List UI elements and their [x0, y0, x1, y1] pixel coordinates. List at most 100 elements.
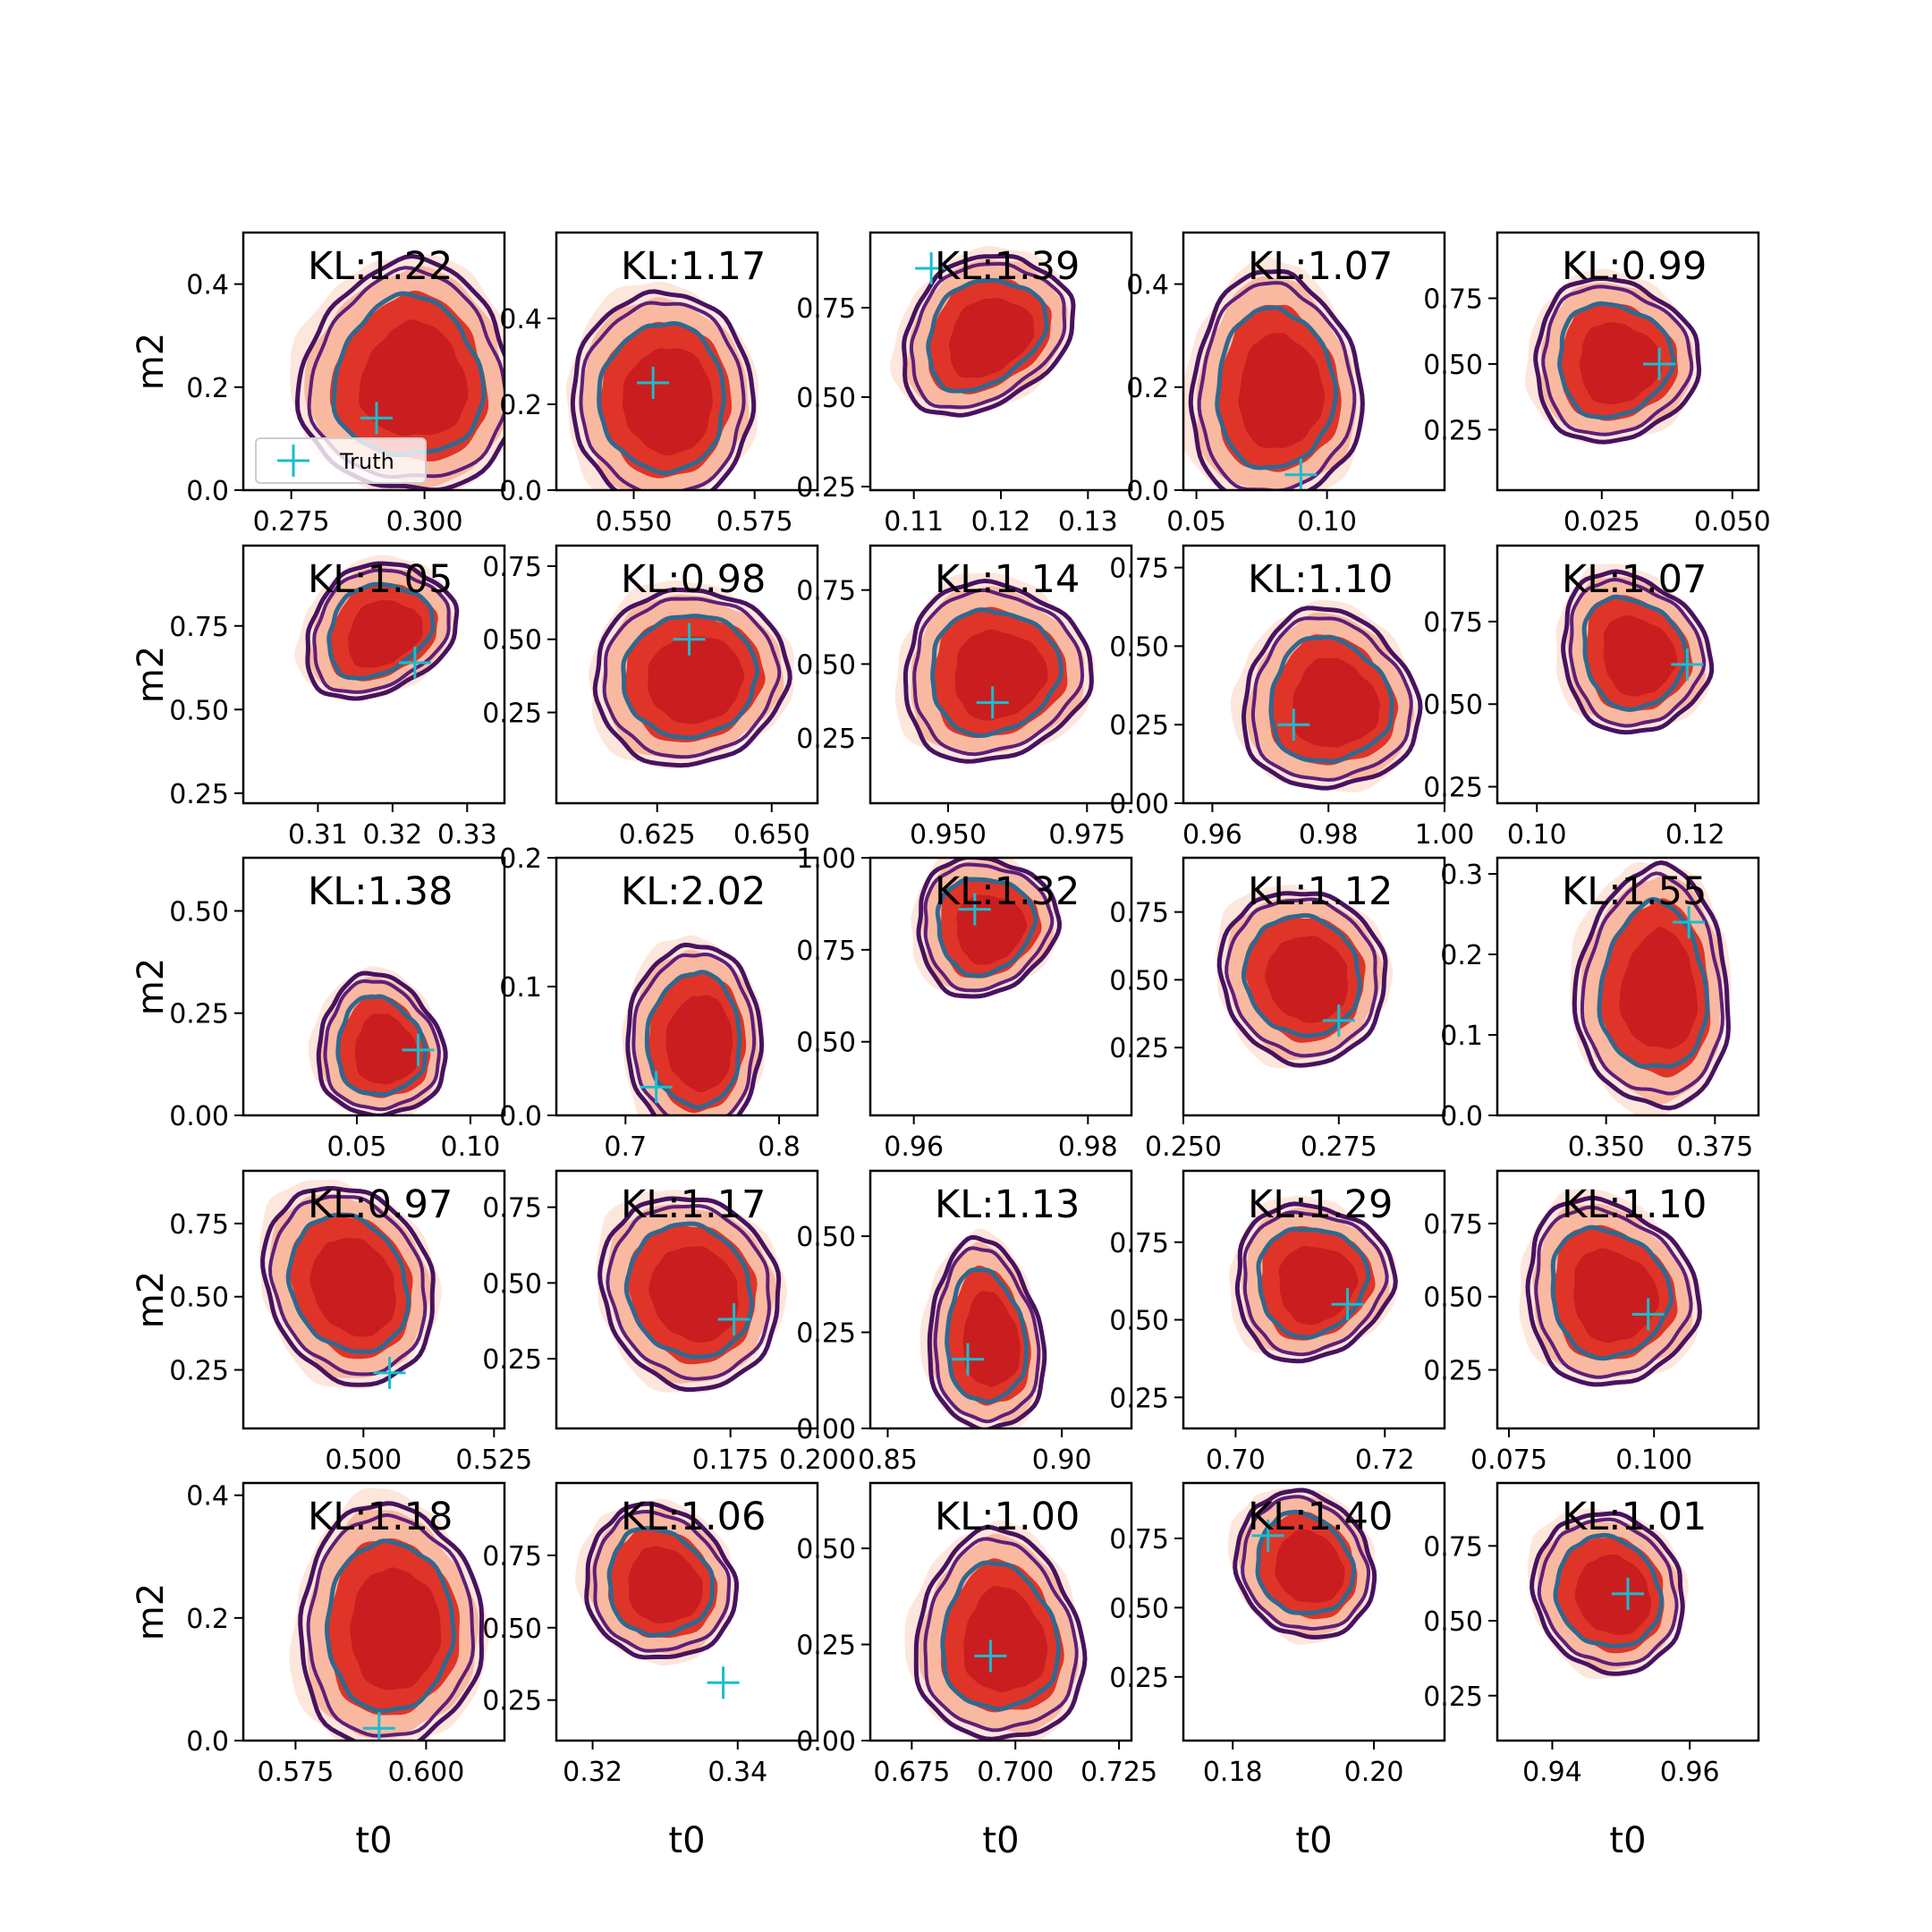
kl-annotation: KL:1.17	[621, 1182, 766, 1227]
contour-line-mid	[1241, 1495, 1370, 1631]
x-tick-label: 0.625	[619, 819, 696, 851]
contour-line-mid	[923, 862, 1055, 993]
contour-line-mid	[1537, 1517, 1679, 1666]
contour-line-outer	[1241, 606, 1423, 791]
contour-line-inner	[926, 277, 1049, 394]
kl-annotation: KL:1.40	[1248, 1495, 1393, 1539]
contour-area	[289, 1487, 490, 1741]
contour-area	[1555, 564, 1715, 735]
x-tick-label: 0.10	[1297, 506, 1357, 538]
kl-annotation: KL:1.22	[308, 244, 453, 289]
density-fill-core	[665, 995, 733, 1093]
contour-area	[1227, 1487, 1377, 1645]
y-tick-label: 0.25	[169, 1356, 229, 1387]
density-fill-core	[309, 1238, 396, 1337]
y-tick-label: 0.2	[186, 373, 229, 404]
kl-annotation: KL:1.07	[1562, 557, 1707, 602]
kl-annotation: KL:1.55	[1562, 869, 1707, 914]
contour-line-outer	[902, 253, 1076, 418]
contour-area	[1527, 1508, 1689, 1680]
contour-line-outer	[913, 1524, 1088, 1741]
contour-line-inner	[1255, 1509, 1357, 1615]
y-tick-label: 0.50	[1423, 1606, 1483, 1638]
y-tick-label: 0.75	[482, 1193, 542, 1224]
y-tick-label: 0.75	[1423, 607, 1483, 639]
axes-frame	[1496, 1169, 1760, 1430]
contour-line-outer	[1233, 1487, 1377, 1640]
y-tick-label: 0.25	[1109, 1663, 1169, 1694]
x-tick-label: 0.10	[441, 1131, 501, 1163]
contour-line-inner	[1268, 634, 1394, 764]
truth-marker	[402, 1033, 435, 1066]
panel-3: 0.11 0.12 0.13 0.25 0.50 0.75 KL:1.39	[796, 231, 1133, 538]
x-tick-label: 0.525	[455, 1445, 532, 1476]
truth-marker	[362, 1712, 395, 1741]
contour-line-inner	[1215, 305, 1339, 470]
contour-line-outer	[1572, 860, 1731, 1111]
contour-line-inner	[1581, 594, 1690, 712]
x-tick-label: 0.32	[362, 819, 422, 851]
contour-line-inner	[1597, 896, 1710, 1069]
x-tick-label: 0.32	[563, 1757, 623, 1788]
truth-marker	[1277, 708, 1310, 741]
x-axis-label: t0	[355, 1820, 392, 1861]
x-tick-label: 0.025	[1563, 506, 1640, 538]
x-tick-label: 0.96	[1182, 819, 1242, 851]
x-tick-label: 0.96	[1660, 1757, 1720, 1788]
contour-area	[1570, 860, 1732, 1115]
panel-25: 0.94 0.96 0.25 0.50 0.75 KL:1.01 t0	[1423, 1481, 1760, 1861]
y-tick-label: 0.75	[1109, 554, 1169, 585]
y-tick-label: 0.50	[169, 695, 229, 726]
x-axis-label: t0	[668, 1820, 705, 1861]
contour-line-inner	[1553, 1532, 1665, 1648]
contour-line-mid	[923, 1537, 1079, 1733]
x-tick-label: 1.00	[1415, 819, 1475, 851]
contour-line-inner	[1241, 912, 1362, 1038]
panel-13: 0.96 0.98 0.50 0.75 1.00 KL:1.32	[796, 843, 1133, 1163]
contour-line-mid	[312, 568, 451, 694]
contour-area	[911, 858, 1062, 999]
x-tick-label: 0.85	[858, 1445, 918, 1476]
y-tick-label: 0.50	[796, 1028, 856, 1059]
y-tick-label: 0.0	[186, 1726, 229, 1758]
axes-frame	[1182, 856, 1446, 1117]
x-tick-label: 0.31	[288, 819, 348, 851]
y-tick-label: 0.25	[1423, 1682, 1483, 1713]
contour-area	[622, 935, 765, 1115]
kl-annotation: KL:2.02	[621, 869, 766, 914]
contour-line-outer	[316, 970, 448, 1115]
contour-area	[294, 555, 460, 701]
x-tick-label: 0.94	[1522, 1757, 1582, 1788]
density-fill-core	[954, 629, 1048, 721]
density-fill-core	[949, 298, 1035, 378]
x-tick-label: 0.34	[708, 1757, 767, 1788]
contour-line-outer	[597, 1196, 782, 1392]
contour-line-outer	[1530, 1511, 1685, 1676]
panel-4: 0.05 0.10 0.0 0.2 0.4 KL:1.07	[1126, 231, 1446, 538]
density-fill-core	[648, 1246, 739, 1343]
axes-frame	[242, 231, 506, 492]
contour-line-outer	[1188, 269, 1365, 490]
truth-marker	[1631, 1298, 1665, 1331]
contour-area	[566, 281, 758, 490]
truth-marker	[1331, 1288, 1364, 1321]
contour-line-outer	[916, 858, 1062, 999]
y-tick-label: 0.50	[169, 896, 229, 928]
axes-frame	[1182, 1169, 1446, 1430]
x-tick-label: 0.675	[873, 1757, 950, 1788]
density-fill-core	[628, 1546, 703, 1624]
y-tick-label: 0.2	[499, 390, 542, 421]
kl-annotation: KL:1.10	[1248, 557, 1393, 602]
panel-1: 0.275 0.300 0.0 0.2 0.4 KL:1.22 m2 Truth	[131, 231, 506, 538]
contour-line-outer	[592, 587, 792, 768]
x-tick-label: 0.8	[758, 1131, 801, 1163]
truth-marker	[1673, 906, 1706, 938]
y-tick-label: 0.50	[1109, 631, 1169, 663]
contour-line-mid	[1250, 616, 1413, 782]
y-axis-label: m2	[131, 958, 172, 1015]
axes-frame	[555, 231, 819, 492]
x-tick-label: 0.18	[1203, 1757, 1263, 1788]
panel-2: 0.550 0.575 0.0 0.2 0.4 KL:1.17	[499, 231, 819, 538]
y-tick-label: 0.1	[1440, 1021, 1483, 1052]
